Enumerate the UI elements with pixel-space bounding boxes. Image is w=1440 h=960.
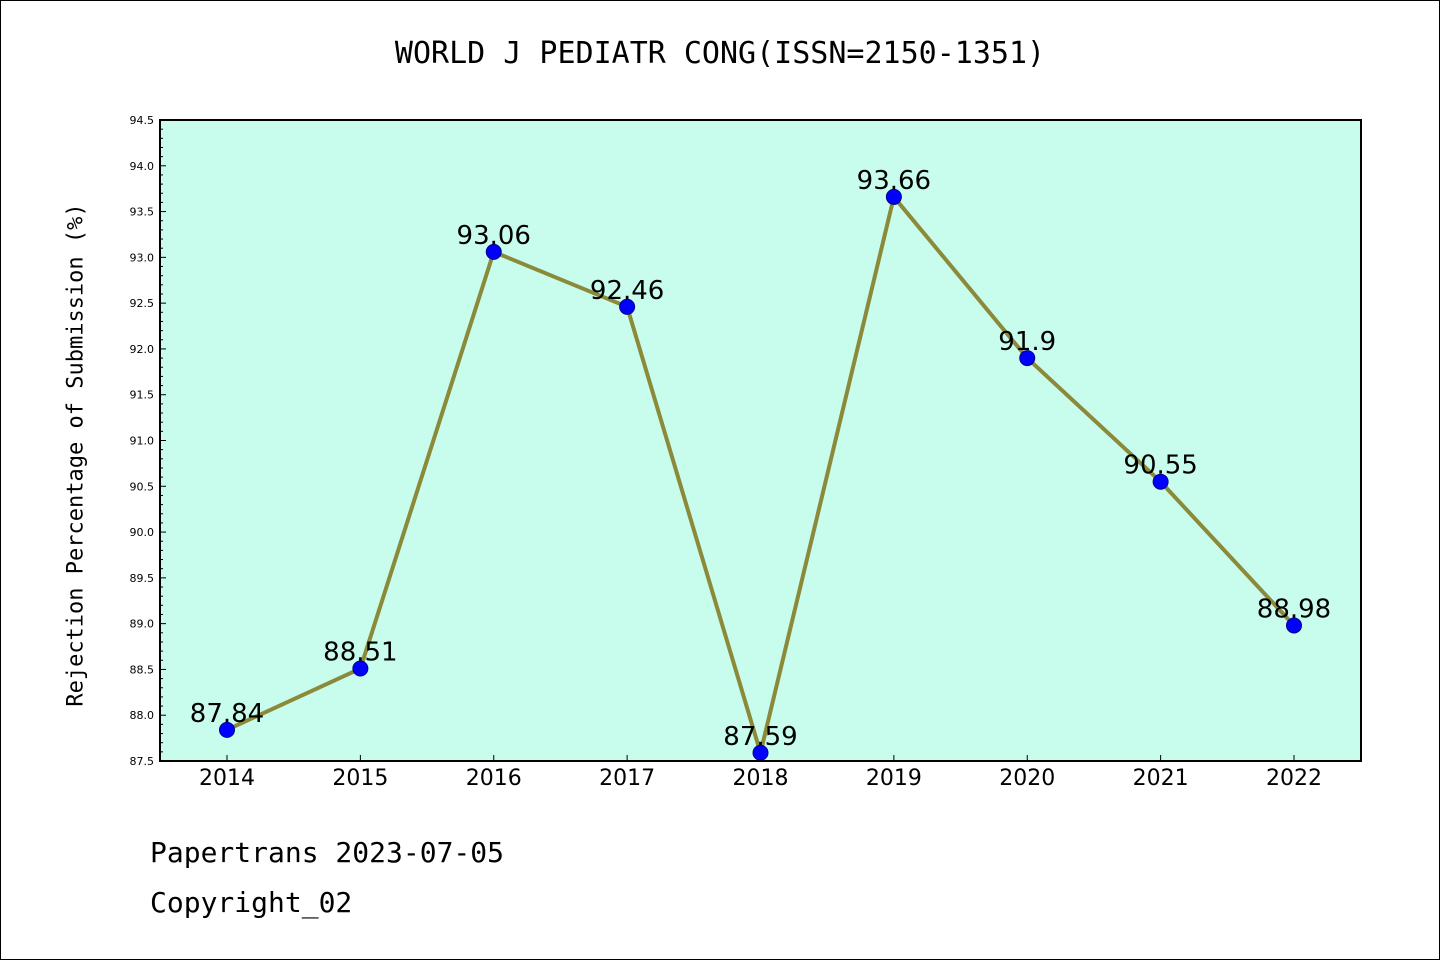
data-point (1152, 473, 1169, 490)
x-tick-label: 2021 (1133, 766, 1189, 791)
data-point (1286, 617, 1302, 634)
data-label: 90.55 (1123, 451, 1197, 481)
y-tick-label: 90.0 (130, 526, 155, 539)
data-label: 91.9 (998, 327, 1056, 357)
data-label: 93.06 (457, 221, 531, 251)
y-tick-label: 91.5 (130, 389, 155, 402)
y-tick-label: 90.5 (130, 480, 155, 493)
y-tick-label: 92.5 (130, 297, 155, 310)
data-label: 88.51 (323, 638, 397, 668)
x-tick-label: 2018 (733, 766, 789, 791)
data-point (885, 188, 902, 205)
x-tick-label: 2016 (466, 766, 522, 791)
data-point (1019, 350, 1036, 367)
y-tick-label: 87.5 (130, 755, 155, 768)
x-tick-label: 2017 (599, 766, 655, 791)
y-tick-label: 91.0 (130, 435, 155, 448)
y-tick-label: 89.5 (130, 572, 155, 585)
footer-copyright: Copyright_02 (150, 886, 353, 919)
x-tick-label: 2015 (332, 766, 388, 791)
data-point (619, 298, 636, 315)
y-tick-label: 89.0 (130, 618, 155, 631)
x-tick-label: 2014 (199, 766, 255, 791)
data-label: 92.46 (590, 276, 664, 306)
footer-source: Papertrans 2023-07-05 (150, 836, 505, 869)
y-tick-label: 88.5 (130, 663, 155, 676)
x-tick-label: 2019 (866, 766, 922, 791)
x-tick-label: 2020 (999, 766, 1055, 791)
data-point (219, 721, 235, 738)
chart-title: WORLD J PEDIATR CONG(ISSN=2150-1351) (394, 36, 1046, 71)
y-tick-label: 88.0 (130, 709, 155, 722)
x-tick-label: 2022 (1266, 766, 1322, 791)
y-tick-label: 94.5 (130, 114, 155, 127)
y-tick-label: 92.0 (130, 343, 155, 356)
data-label: 87.84 (190, 699, 264, 729)
data-label: 87.59 (723, 722, 797, 752)
plot-border (159, 119, 1362, 762)
data-label: 88.98 (1257, 594, 1331, 624)
data-label: 93.66 (857, 166, 931, 196)
y-tick-label: 93.0 (130, 251, 155, 264)
data-point (352, 660, 369, 677)
y-tick-label: 94.0 (130, 160, 155, 173)
y-tick-label: 93.5 (130, 206, 155, 219)
data-point (485, 243, 502, 260)
plot-area (160, 120, 1361, 761)
